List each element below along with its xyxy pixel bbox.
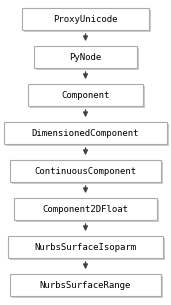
Bar <box>6 124 169 146</box>
Text: PyNode: PyNode <box>69 52 102 62</box>
Bar <box>16 200 159 222</box>
Bar <box>34 46 137 68</box>
Text: ProxyUnicode: ProxyUnicode <box>53 15 118 23</box>
Bar <box>10 238 165 260</box>
Bar <box>12 276 163 298</box>
Text: Component2DFloat: Component2DFloat <box>43 204 128 214</box>
Bar <box>10 274 161 296</box>
Text: NurbsSurfaceRange: NurbsSurfaceRange <box>40 281 131 289</box>
Bar <box>10 160 161 182</box>
Bar <box>28 84 143 106</box>
Bar <box>22 8 149 30</box>
Bar <box>4 122 167 144</box>
Text: Component: Component <box>61 91 110 99</box>
Text: NurbsSurfaceIsoparm: NurbsSurfaceIsoparm <box>34 242 137 252</box>
Bar <box>12 162 163 184</box>
Bar <box>24 10 151 32</box>
Text: DimensionedComponent: DimensionedComponent <box>32 128 139 138</box>
Text: ContinuousComponent: ContinuousComponent <box>34 167 137 175</box>
Bar <box>14 198 157 220</box>
Bar <box>8 236 163 258</box>
Bar <box>30 86 145 108</box>
Bar <box>36 48 139 70</box>
